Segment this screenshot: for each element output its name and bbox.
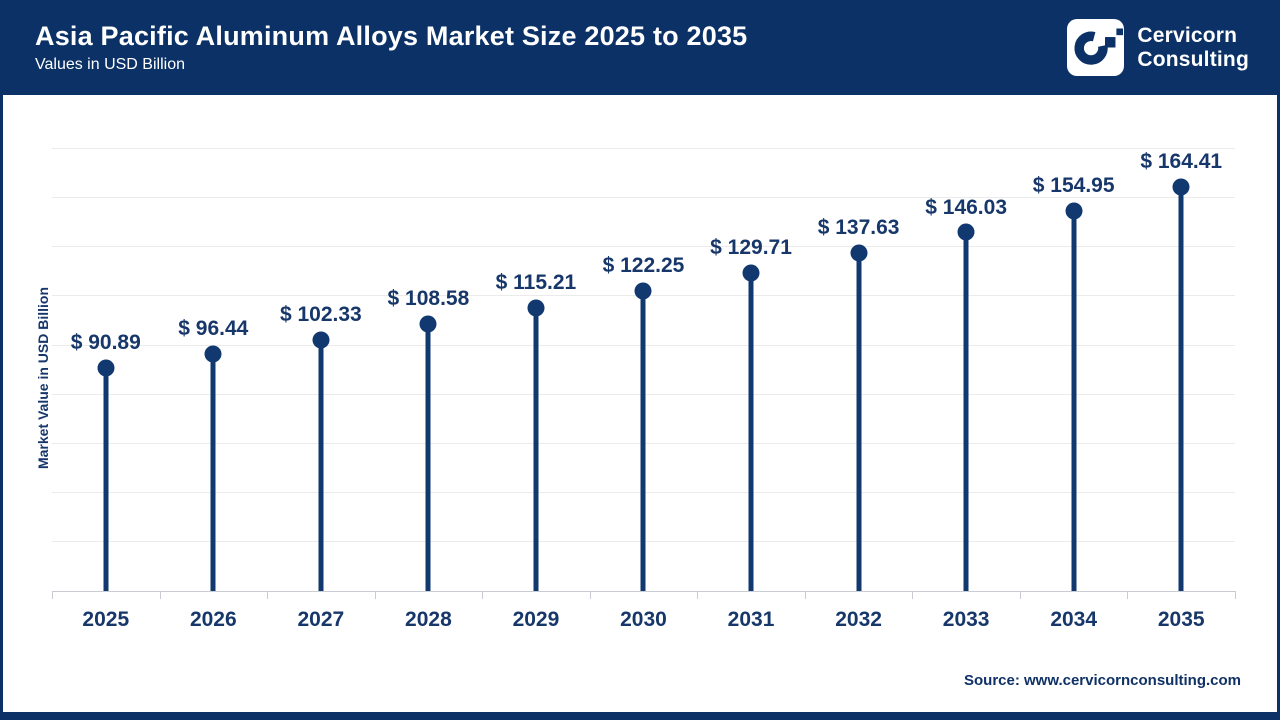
- value-label: $ 164.41: [1140, 150, 1223, 174]
- x-axis-label: 2033: [942, 608, 990, 631]
- x-axis-label: 2032: [835, 608, 882, 631]
- lollipop-dot: [527, 299, 545, 317]
- lollipop-stem: [1178, 187, 1184, 591]
- header: Asia Pacific Aluminum Alloys Market Size…: [3, 0, 1277, 95]
- chart-area: Market Value in USD Billion $ 90.89 $ 96.…: [3, 95, 1277, 712]
- header-titles: Asia Pacific Aluminum Alloys Market Size…: [35, 21, 747, 74]
- logo-c-glyph: [1074, 28, 1124, 65]
- gridline: [52, 246, 1235, 248]
- x-axis-tick: [804, 591, 806, 599]
- data-point-slot: $ 96.44: [160, 100, 268, 591]
- lollipop-stem: [318, 339, 324, 591]
- data-point-slot: $ 90.89: [52, 100, 160, 591]
- x-axis-label: 2029: [512, 608, 560, 631]
- x-axis-tick: [912, 591, 914, 599]
- value-label: $ 122.25: [602, 253, 685, 277]
- x-axis-label: 2031: [727, 608, 775, 631]
- lollipop-stem: [210, 354, 216, 591]
- brand-name: Cervicorn Consulting: [1137, 24, 1249, 71]
- x-axis-label: 2026: [189, 608, 237, 631]
- x-axis-tick: [589, 591, 591, 599]
- lollipop-stem: [1071, 210, 1077, 591]
- data-point-slot: $ 108.58: [375, 100, 483, 591]
- value-label: $ 102.33: [279, 302, 362, 326]
- lollipop-stem: [425, 324, 431, 591]
- brand-line1: Cervicorn: [1137, 23, 1238, 47]
- value-label: $ 108.58: [387, 287, 470, 311]
- source-note: Source: www.cervicornconsulting.com: [963, 672, 1241, 689]
- x-axis-tick: [482, 591, 484, 599]
- lollipop-dot: [634, 282, 652, 300]
- x-axis-label: 2027: [297, 608, 345, 631]
- brand-logo: Cervicorn Consulting: [1067, 19, 1249, 76]
- data-point-slot: $ 122.25: [590, 100, 698, 591]
- value-label: $ 115.21: [495, 271, 577, 295]
- x-axis-label: 2034: [1050, 608, 1098, 631]
- x-axis-tick: [1019, 591, 1021, 599]
- x-axis-labels: 2025 2026 2027 2028 2029 2030 2031 2032 2033 2034…: [52, 606, 1235, 634]
- x-axis-tick: [159, 591, 161, 599]
- footer-bar: [3, 712, 1277, 720]
- x-axis-tick: [52, 591, 53, 599]
- lollipop-stem: [640, 290, 646, 591]
- data-point-slot: $ 164.41: [1127, 100, 1235, 591]
- x-axis-tick: [267, 591, 269, 599]
- lollipop-stem: [103, 367, 109, 591]
- value-label: $ 129.71: [710, 235, 792, 259]
- lollipop-dot: [1172, 178, 1190, 196]
- value-label: $ 137.63: [817, 216, 900, 240]
- x-axis-tick: [374, 591, 376, 599]
- lollipop-stem: [533, 308, 539, 591]
- page-title: Asia Pacific Aluminum Alloys Market Size…: [35, 21, 748, 51]
- lollipop-dot: [97, 359, 115, 377]
- value-label: $ 96.44: [178, 317, 249, 341]
- lollipop-stem: [963, 232, 969, 591]
- data-point-slot: $ 102.33: [267, 100, 375, 591]
- lollipop-dot: [850, 244, 868, 262]
- gridline: [52, 148, 1235, 150]
- gridline: [52, 197, 1235, 199]
- lollipop-dot: [204, 345, 222, 363]
- x-axis-tick: [1127, 591, 1129, 599]
- x-axis-label: 2035: [1157, 608, 1205, 631]
- cervicorn-logo-icon: [1067, 19, 1125, 76]
- value-label: $ 146.03: [925, 195, 1007, 219]
- y-axis-title: Market Value in USD Billion: [35, 286, 51, 470]
- data-point-slot: $ 137.63: [805, 100, 913, 591]
- x-axis-label: 2030: [620, 608, 667, 631]
- lollipop-dot: [742, 264, 760, 282]
- lollipop-stem: [748, 272, 754, 591]
- lollipop-dot: [312, 331, 330, 349]
- plot-area: $ 90.89 $ 96.44 $ 102.33 $ 108.58 $ 115.21 $ …: [52, 100, 1236, 599]
- x-axis-label: 2028: [405, 608, 452, 631]
- x-axis-label: 2025: [82, 608, 130, 631]
- brand-line2: Consulting: [1137, 47, 1249, 71]
- lollipop-dot: [957, 223, 975, 241]
- value-label: $ 90.89: [70, 330, 141, 354]
- x-axis-tick: [697, 591, 699, 599]
- data-point-slot: $ 115.21: [482, 100, 590, 591]
- page-subtitle: Values in USD Billion: [35, 56, 185, 73]
- data-point-slot: $ 154.95: [1020, 100, 1128, 591]
- lollipop-dot: [419, 315, 437, 333]
- lollipop-dot: [1065, 202, 1083, 220]
- data-point-slot: $ 129.71: [697, 100, 805, 591]
- lollipop-stem: [856, 253, 862, 591]
- value-label: $ 154.95: [1032, 173, 1115, 197]
- data-point-slot: $ 146.03: [912, 100, 1020, 591]
- x-axis-tick: [1235, 591, 1236, 599]
